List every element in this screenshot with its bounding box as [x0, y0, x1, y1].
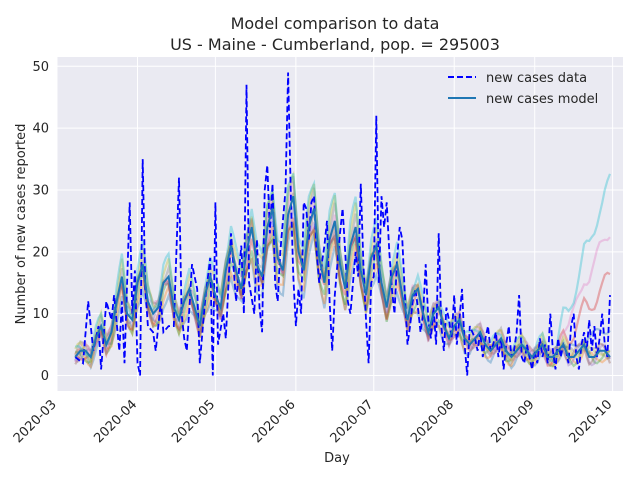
y-tick-label: 0: [41, 369, 49, 384]
y-tick-label: 30: [32, 183, 49, 198]
y-tick-label: 10: [32, 307, 49, 322]
legend-label-model: new cases model: [486, 92, 598, 107]
y-tick-label: 40: [32, 122, 49, 137]
legend-label-data: new cases data: [486, 71, 587, 86]
x-axis-label: Day: [324, 451, 350, 466]
model-ensemble-line: [74, 172, 612, 363]
y-tick-label: 20: [32, 245, 49, 260]
legend: new cases data new cases model: [448, 71, 598, 107]
chart-subtitle: US - Maine - Cumberland, pop. = 295003: [170, 35, 500, 54]
data-series-line: [74, 72, 611, 376]
chart-title: Model comparison to data: [231, 14, 440, 33]
model-series-line: [74, 195, 611, 360]
plot-background: [57, 57, 623, 391]
y-tick-label: 50: [32, 60, 49, 75]
y-axis-label: Number of new cases reported: [14, 124, 29, 325]
model-ensemble-line: [74, 170, 611, 365]
